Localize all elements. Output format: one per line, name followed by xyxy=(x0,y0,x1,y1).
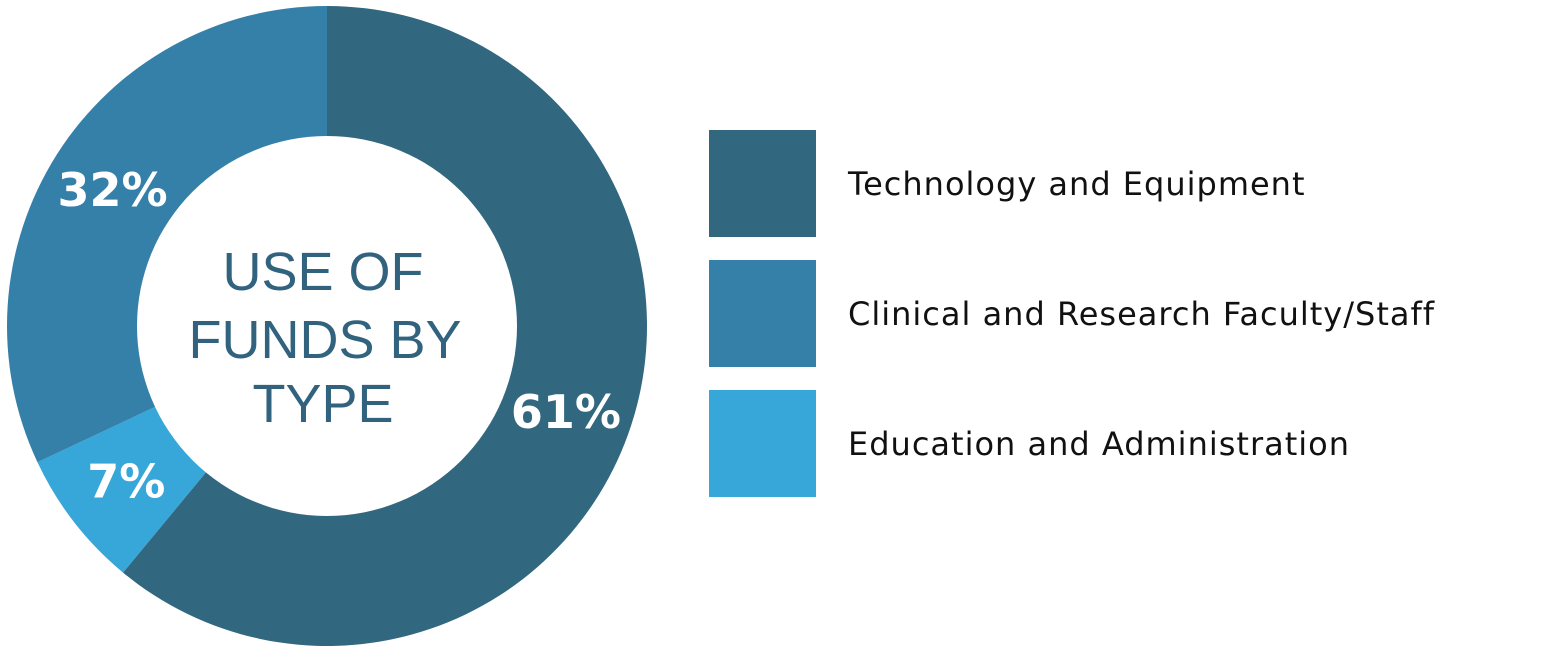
legend-swatch xyxy=(709,130,816,237)
chart-title-line-1: USE OF xyxy=(222,242,423,302)
chart-legend: Technology and Equipment Clinical and Re… xyxy=(709,130,1529,520)
legend-label: Technology and Equipment xyxy=(848,164,1306,203)
slice-label-1: 61% xyxy=(511,385,621,439)
legend-item-clinical: Clinical and Research Faculty/Staff xyxy=(709,260,1529,367)
slice-labels: 61% 7% 32% xyxy=(57,163,621,509)
chart-title-line-2: FUNDS BY xyxy=(188,310,461,370)
slice-label-3: 32% xyxy=(57,163,167,217)
chart-title-line-3: TYPE xyxy=(252,374,393,434)
slice-label-2: 7% xyxy=(87,455,165,509)
donut-chart: 61% 7% 32% USE OF FUNDS BY TYPE xyxy=(6,6,648,646)
legend-swatch xyxy=(709,260,816,367)
donut-hole xyxy=(137,136,517,516)
legend-item-education: Education and Administration xyxy=(709,390,1529,497)
legend-label: Education and Administration xyxy=(848,424,1351,463)
legend-swatch xyxy=(709,390,816,497)
legend-item-technology: Technology and Equipment xyxy=(709,130,1529,237)
legend-label: Clinical and Research Faculty/Staff xyxy=(848,294,1435,333)
